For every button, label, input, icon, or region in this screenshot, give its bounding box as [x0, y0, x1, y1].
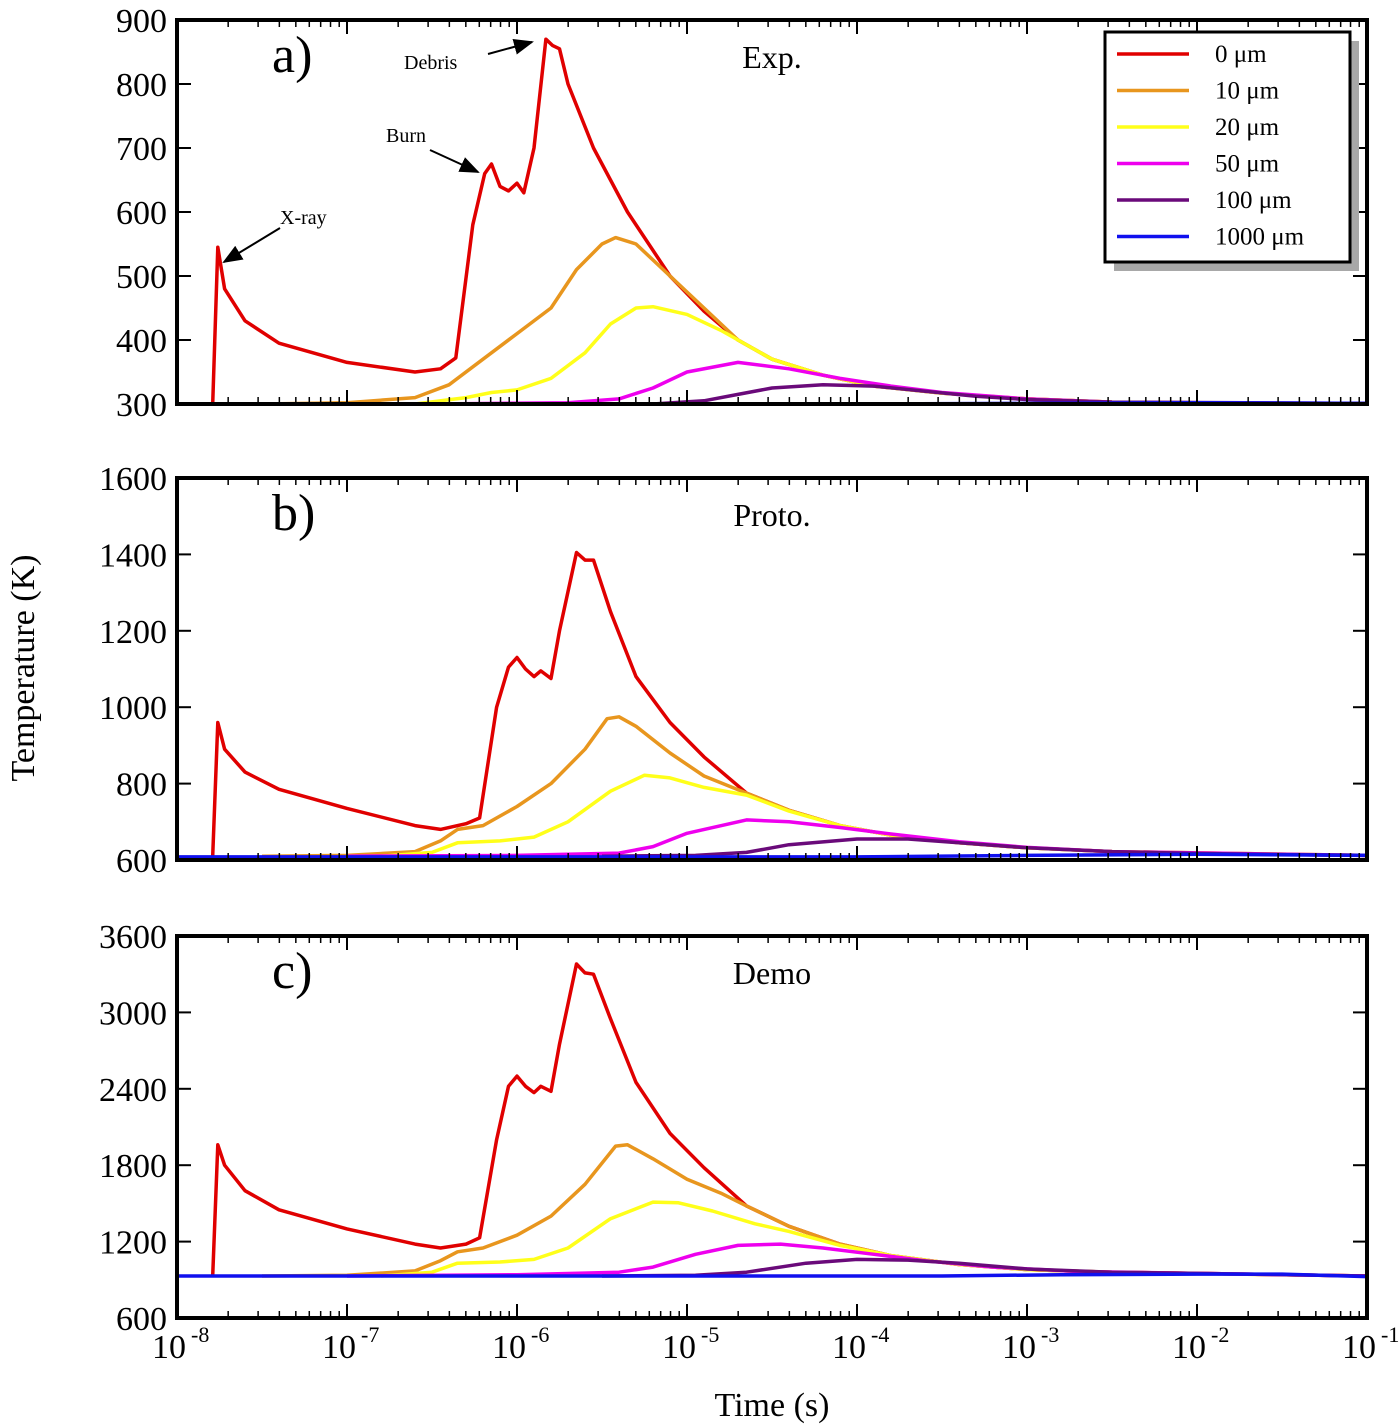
legend-label: 100 μm: [1215, 187, 1292, 214]
x-tick-exponent: -5: [701, 1322, 719, 1347]
y-tick-label: 500: [116, 259, 167, 296]
series-line-0m: [210, 962, 1367, 1278]
plot-frame: [175, 934, 1369, 1320]
series-line-20m: [380, 773, 1367, 858]
y-tick-label: 1800: [99, 1148, 167, 1185]
x-tick-label: 10: [492, 1329, 526, 1366]
annotation-arrow: [487, 39, 534, 55]
x-tick-label: 10: [322, 1329, 356, 1366]
y-tick-label: 600: [116, 1301, 167, 1338]
annotation-xray: X-ray: [280, 207, 327, 229]
y-tick-label: 700: [116, 131, 167, 168]
y-tick-label: 3600: [99, 919, 167, 956]
x-axis-title: Time (s): [715, 1387, 830, 1424]
y-tick-label: 1400: [99, 537, 167, 574]
legend-label: 10 μm: [1215, 78, 1280, 105]
x-tick-label: 10: [1342, 1329, 1376, 1366]
x-tick-label: 10: [152, 1329, 186, 1366]
panel-title: Demo: [733, 955, 811, 991]
x-tick-exponent: -1: [1381, 1322, 1399, 1347]
series-line-10m: [261, 1143, 1367, 1278]
series-line-10m: [261, 715, 1367, 858]
series-line-1000m: [177, 1272, 1367, 1279]
panel-a: 300 400 500 600 700 800 900 a) Exp. X-ray Burn Debr…: [116, 3, 1369, 424]
y-tick-label: 900: [116, 3, 167, 40]
x-tick-exponent: -8: [191, 1322, 209, 1347]
x-tick-label: 10: [832, 1329, 866, 1366]
panel-label: b): [272, 485, 315, 542]
series-line-100m: [601, 837, 1367, 858]
plot-frame: [175, 476, 1369, 862]
legend-label: 20 μm: [1215, 114, 1280, 141]
legend-label: 0 μm: [1215, 41, 1267, 68]
y-tick-label: 400: [116, 323, 167, 360]
x-tick-exponent: -4: [871, 1322, 889, 1347]
y-tick-label: 600: [116, 843, 167, 880]
x-tick-label: 10: [1172, 1329, 1206, 1366]
legend-label: 50 μm: [1215, 151, 1280, 178]
panel-title: Proto.: [733, 497, 810, 533]
y-tick-label: 600: [116, 195, 167, 232]
panel-title: Exp.: [742, 39, 802, 75]
x-tick-exponent: -3: [1041, 1322, 1059, 1347]
y-tick-label: 2400: [99, 1072, 167, 1109]
y-tick-label: 800: [116, 67, 167, 104]
series-line-100m: [652, 383, 1367, 404]
series-line-50m: [431, 360, 1367, 404]
y-tick-label: 1600: [99, 461, 167, 498]
annotation-arrow: [429, 149, 480, 173]
y-tick-label: 800: [116, 767, 167, 804]
legend-label: 1000 μm: [1215, 224, 1305, 251]
x-tick-label: 10: [662, 1329, 696, 1366]
annotation-burn: Burn: [386, 125, 426, 147]
y-tick-label: 1000: [99, 690, 167, 727]
x-tick-exponent: -7: [361, 1322, 379, 1347]
y-axis-title: Temperature (K): [5, 555, 42, 782]
x-tick-exponent: -2: [1211, 1322, 1229, 1347]
panel-label: c): [272, 943, 312, 1000]
y-tick-label: 1200: [99, 1225, 167, 1262]
y-tick-label: 300: [116, 387, 167, 424]
annotation-arrow: [222, 227, 281, 264]
legend-box: [1103, 30, 1352, 264]
x-tick-label: 10: [1002, 1329, 1036, 1366]
legend: 0 μm 10 μm 20 μm 50 μm 100 μm 1000 μm: [1103, 30, 1359, 271]
panel-label: a): [272, 27, 312, 84]
y-tick-label: 1200: [99, 614, 167, 651]
series-line-20m: [380, 1200, 1367, 1278]
x-tick-exponent: -6: [531, 1322, 549, 1347]
panel-b: 600 800 1000 1200 1400 1600 b) Proto.: [99, 461, 1369, 880]
y-tick-label: 3000: [99, 995, 167, 1032]
annotation-debris: Debris: [404, 52, 458, 74]
